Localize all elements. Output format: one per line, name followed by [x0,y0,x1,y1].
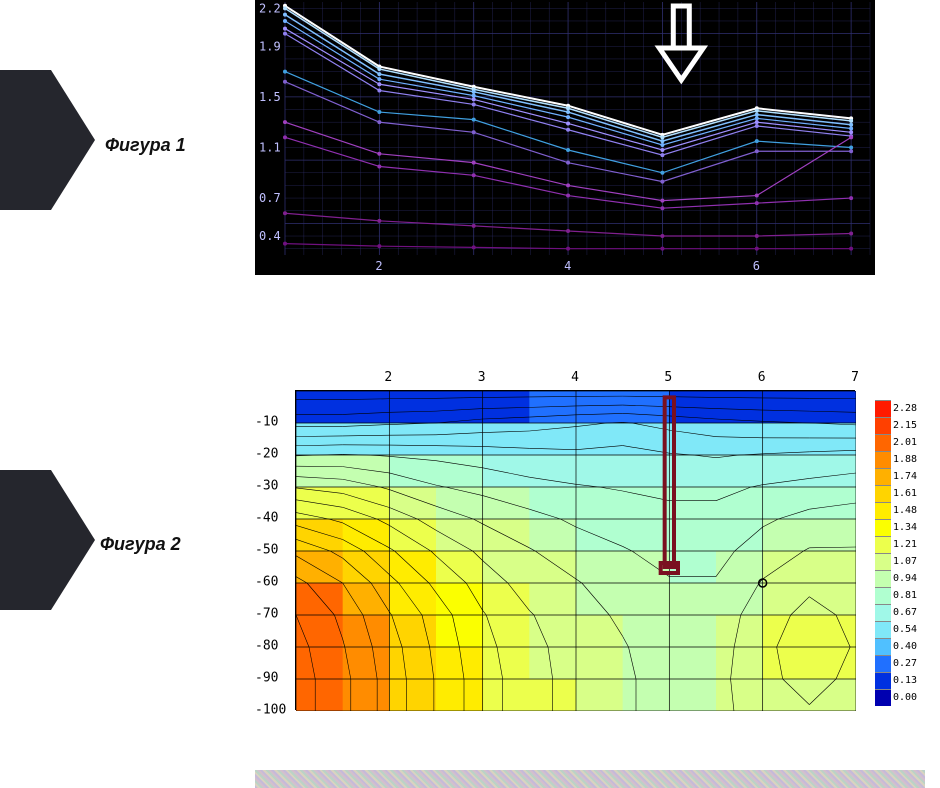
color-legend: 2.282.152.011.881.741.611.481.341.211.07… [875,400,925,706]
y-tick: -80 [255,639,278,654]
x-tick: 2 [384,370,392,385]
legend-row: 0.54 [875,621,925,638]
figure2-chart: 2 3 4 5 6 7 -10 -20 -30 -40 -50 -60 -70 -80 -90 -100 2… [255,370,925,730]
figure1-chart: 0.4 0.7 1.1 1.5 1.9 2.2 2 4 6 [255,0,875,275]
figure1-label: Фигура 1 [105,135,186,156]
legend-row: 0.00 [875,689,925,706]
y-tick: -100 [255,703,286,718]
svg-text:4: 4 [564,259,571,273]
figure2-plot-area [295,390,855,710]
svg-text:0.4: 0.4 [259,229,281,243]
legend-row: 2.15 [875,417,925,434]
legend-row: 1.07 [875,553,925,570]
x-tick: 6 [758,370,766,385]
legend-row: 0.67 [875,604,925,621]
legend-row: 0.81 [875,587,925,604]
legend-row: 0.13 [875,672,925,689]
svg-text:1.9: 1.9 [259,39,281,53]
y-tick: -60 [255,575,278,590]
legend-row: 1.61 [875,485,925,502]
legend-row: 0.27 [875,655,925,672]
y-tick: -30 [255,479,278,494]
chevron-marker-1 [0,70,95,210]
svg-text:1.1: 1.1 [259,140,281,154]
x-tick: 5 [664,370,672,385]
y-tick: -50 [255,543,278,558]
legend-row: 0.94 [875,570,925,587]
svg-text:0.7: 0.7 [259,191,281,205]
y-tick: -20 [255,447,278,462]
svg-text:1.5: 1.5 [259,90,281,104]
chevron-marker-2 [0,470,95,610]
legend-row: 2.01 [875,434,925,451]
noise-strip [255,770,925,788]
y-tick: -90 [255,671,278,686]
legend-row: 0.40 [875,638,925,655]
legend-row: 1.21 [875,536,925,553]
svg-text:2: 2 [375,259,382,273]
legend-row: 1.88 [875,451,925,468]
y-tick: -10 [255,415,278,430]
legend-row: 1.48 [875,502,925,519]
x-tick: 7 [851,370,859,385]
svg-text:2.2: 2.2 [259,1,281,15]
legend-row: 1.34 [875,519,925,536]
svg-text:6: 6 [753,259,760,273]
x-tick: 4 [571,370,579,385]
figure2-label: Фигура 2 [100,534,181,555]
x-tick: 3 [478,370,486,385]
y-tick: -70 [255,607,278,622]
y-tick: -40 [255,511,278,526]
legend-row: 1.74 [875,468,925,485]
legend-row: 2.28 [875,400,925,417]
